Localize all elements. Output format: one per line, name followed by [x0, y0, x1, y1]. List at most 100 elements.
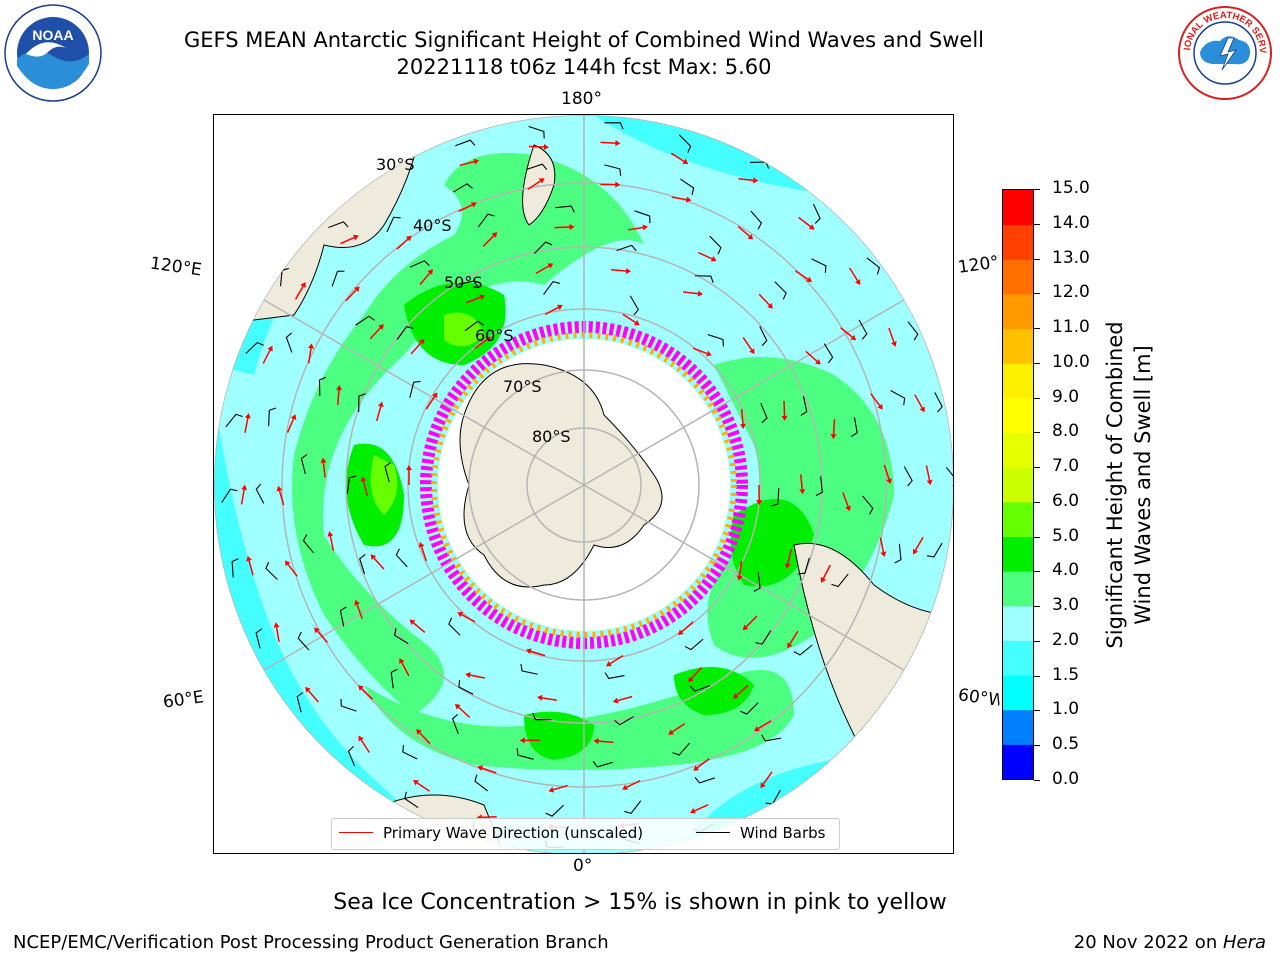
wave-direction-arrow	[617, 695, 633, 702]
wave-direction-arrow	[541, 697, 557, 702]
wave-direction-arrowhead	[485, 336, 492, 342]
wind-barb	[890, 390, 906, 406]
wave-direction-arrow	[694, 804, 709, 812]
wave-direction-arrow	[458, 204, 473, 212]
wave-direction-arrowhead	[519, 737, 525, 744]
wave-direction-arrow	[795, 270, 809, 280]
wave-direction-arrowhead	[739, 423, 746, 429]
wave-direction-arrow	[373, 557, 385, 570]
wave-direction-arrow	[888, 327, 895, 343]
wind-barb	[285, 332, 293, 353]
wave-direction-arrowhead	[284, 560, 291, 567]
lat-label-70s: 70°S	[503, 377, 542, 396]
wind-barb	[543, 280, 560, 295]
wave-direction-arrowhead	[855, 279, 861, 285]
colorbar-tick-label: 2.0	[1052, 629, 1080, 650]
wind-barb	[458, 280, 479, 288]
colorbar-tick-mark	[1034, 780, 1040, 781]
colorbar-band	[1003, 328, 1033, 364]
wind-barb	[520, 663, 538, 675]
wave-direction-arrowhead	[742, 624, 749, 631]
wind-barb	[402, 744, 418, 760]
wave-direction-arrowhead	[354, 286, 360, 293]
wave-direction-arrow	[842, 492, 849, 507]
lon-label-60w: 60°W	[956, 685, 1002, 711]
colorbar-tick-label: 15.0	[1052, 178, 1090, 198]
wave-direction-arrowhead	[370, 554, 377, 561]
wave-direction-arrowhead	[622, 784, 628, 790]
wind-barb	[268, 407, 277, 427]
wave-direction-arrow	[757, 720, 772, 730]
wave-direction-arrowhead	[850, 334, 857, 341]
wave-direction-arrow	[360, 739, 370, 753]
wave-direction-arrowhead	[912, 548, 919, 555]
wave-direction-arrowhead	[314, 627, 320, 634]
wave-direction-arrow	[670, 152, 685, 162]
wave-direction-arrowhead	[815, 359, 821, 365]
wave-direction-arrow	[401, 662, 410, 677]
wind-barb	[934, 392, 943, 413]
colorbar-tick-label: 4.0	[1052, 560, 1080, 581]
wave-direction-arrowhead	[416, 729, 422, 735]
wave-direction-arrow	[600, 141, 616, 144]
wave-direction-arrow	[742, 337, 753, 351]
wave-direction-arrow	[474, 338, 488, 349]
wave-direction-arrow	[307, 690, 319, 703]
nws-logo: NATIONAL WEATHER SERVICE	[1173, 0, 1274, 102]
wave-direction-arrowhead	[409, 619, 416, 626]
chart-title: GEFS MEAN Antarctic Significant Height o…	[183, 28, 985, 52]
wave-direction-arrowhead	[547, 263, 554, 269]
colorbar-tick-mark	[1034, 328, 1040, 330]
colorbar-tick-label: 13.0	[1052, 247, 1090, 268]
wind-barb	[592, 760, 613, 768]
wind-barb	[740, 702, 759, 715]
wave-direction-arrow	[356, 604, 363, 619]
wave-direction-arrow	[361, 688, 374, 700]
colorbar-band	[1003, 640, 1033, 676]
wave-direction-arrow	[914, 394, 923, 409]
wind-barb	[624, 800, 642, 815]
wave-direction-arrow	[369, 327, 381, 340]
colorbar-tick-mark	[1034, 501, 1040, 503]
colorbar-tick-label: 8.0	[1052, 421, 1080, 442]
wave-direction-arrow	[262, 349, 271, 364]
wind-barb	[458, 679, 474, 695]
wave-direction-arrow	[308, 348, 312, 364]
lat-label-50s: 50°S	[444, 273, 483, 292]
wave-direction-arrow	[278, 490, 285, 506]
wind-barb	[629, 295, 639, 316]
colorbar-band	[1003, 571, 1033, 607]
wave-direction-arrowhead	[926, 479, 933, 486]
wind-barb	[815, 476, 823, 496]
colorbar	[1002, 189, 1034, 780]
wave-direction-arrowhead	[693, 765, 700, 771]
wind-barb	[616, 244, 637, 252]
wave-direction-arrowhead	[241, 484, 248, 491]
wave-direction-arrowhead	[747, 233, 754, 240]
wave-direction-arrow	[420, 546, 428, 562]
wave-direction-arrow	[244, 417, 249, 433]
colorbar-band	[1003, 501, 1033, 537]
wind-barb	[907, 321, 919, 341]
colorbar-tick-mark	[1034, 432, 1040, 434]
wave-direction-arrowhead	[360, 476, 367, 482]
wave-direction-arrow	[527, 180, 541, 190]
wave-direction-arrow	[340, 236, 355, 245]
colorbar-tick-label: 7.0	[1052, 456, 1080, 477]
wave-direction-arrow	[805, 350, 818, 362]
wave-direction-arrowhead	[548, 786, 555, 793]
colorbar-tick-label: 6.0	[1052, 490, 1080, 511]
ocean-swh-5-6m	[370, 455, 398, 515]
wind-barb	[265, 561, 278, 580]
colorbar-band	[1003, 675, 1033, 711]
wind-barb	[318, 376, 327, 396]
wave-direction-arrowhead	[593, 738, 599, 745]
wave-direction-arrow	[375, 406, 382, 422]
wind-barb	[604, 122, 624, 130]
wave-direction-arrow	[530, 650, 546, 657]
wind-barb	[528, 125, 545, 139]
colorbar-tick-mark	[1034, 362, 1040, 364]
wave-direction-arrowhead	[678, 629, 684, 635]
wind-barb	[831, 573, 849, 588]
colorbar-tick-mark	[1034, 189, 1040, 190]
